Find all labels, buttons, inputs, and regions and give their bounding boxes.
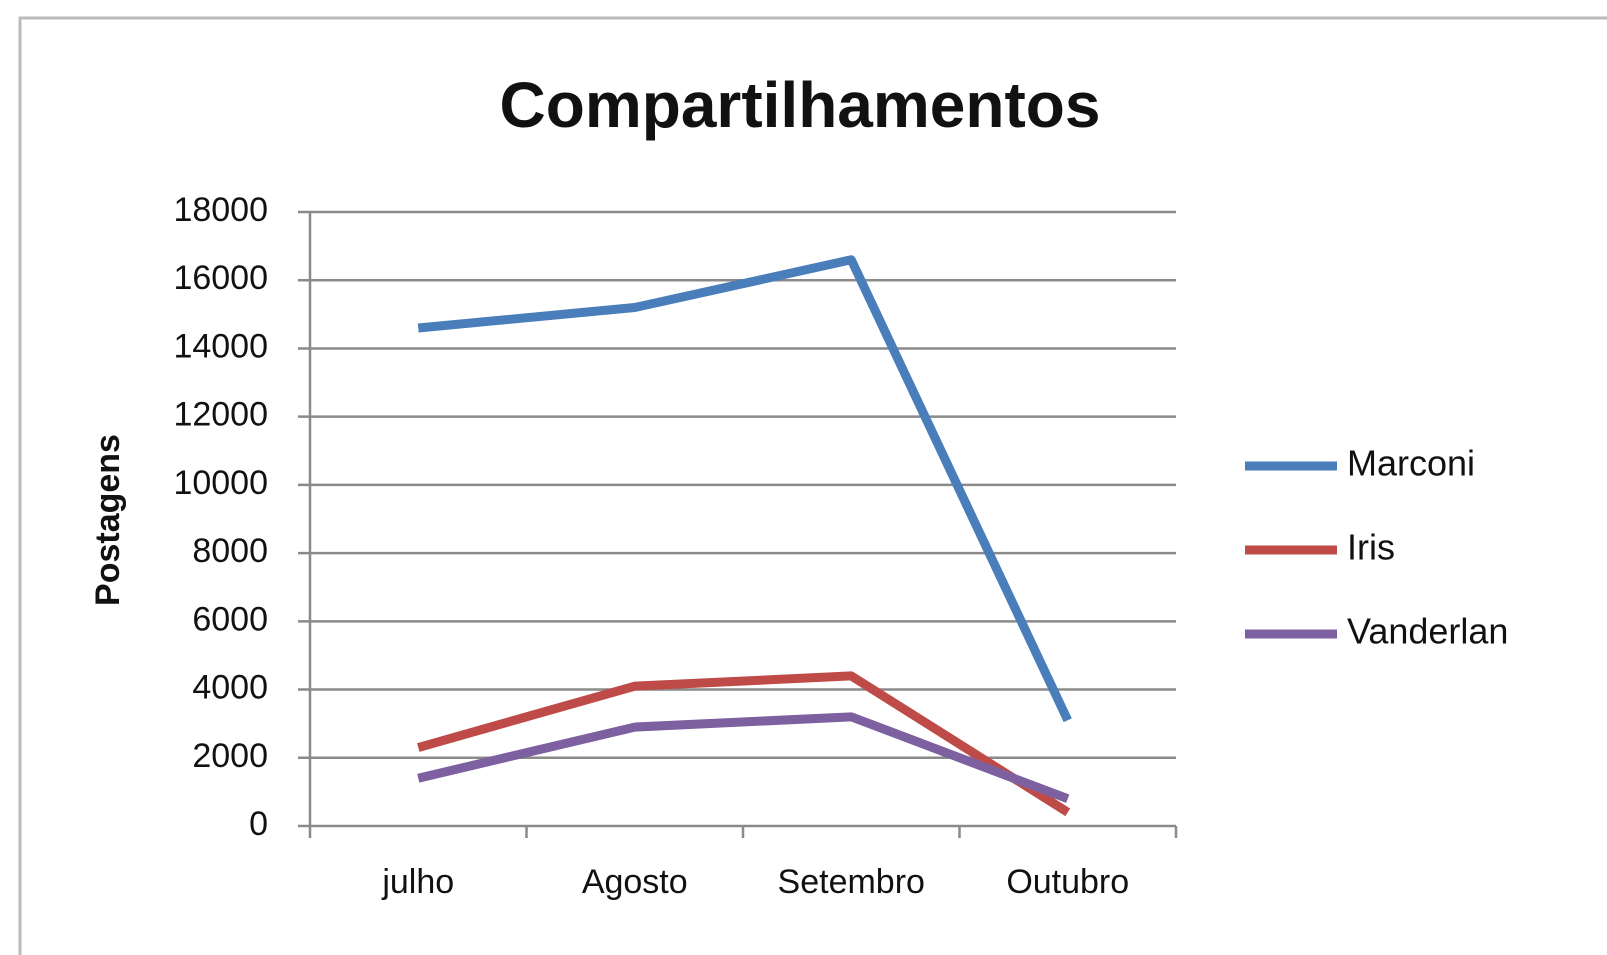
series-line [417, 712, 1070, 803]
chart-border [18, 16, 1607, 955]
legend-label: Iris [1347, 527, 1395, 568]
x-tick-label: Setembro [778, 863, 925, 901]
y-tick-label: 12000 [173, 396, 268, 434]
y-axis-label: Postagens [89, 434, 127, 606]
y-tick-label: 4000 [192, 669, 268, 707]
y-tick-label: 0 [249, 805, 268, 843]
series-line [417, 255, 1072, 723]
x-tick-label: julho [381, 863, 454, 901]
y-tick-label: 8000 [192, 532, 268, 570]
series-line [417, 671, 1071, 817]
x-tick-label: Agosto [582, 863, 688, 901]
y-tick-label: 18000 [173, 191, 268, 229]
y-tick-label: 10000 [173, 464, 268, 502]
x-tick-label: Outubro [1006, 863, 1129, 901]
legend-label: Vanderlan [1347, 611, 1508, 652]
legend-label: Marconi [1347, 443, 1475, 484]
y-tick-label: 14000 [173, 327, 268, 365]
chart-title: Compartilhamentos [500, 69, 1101, 141]
y-tick-label: 6000 [192, 600, 268, 638]
y-tick-label: 2000 [192, 737, 268, 775]
y-tick-label: 16000 [173, 259, 268, 297]
